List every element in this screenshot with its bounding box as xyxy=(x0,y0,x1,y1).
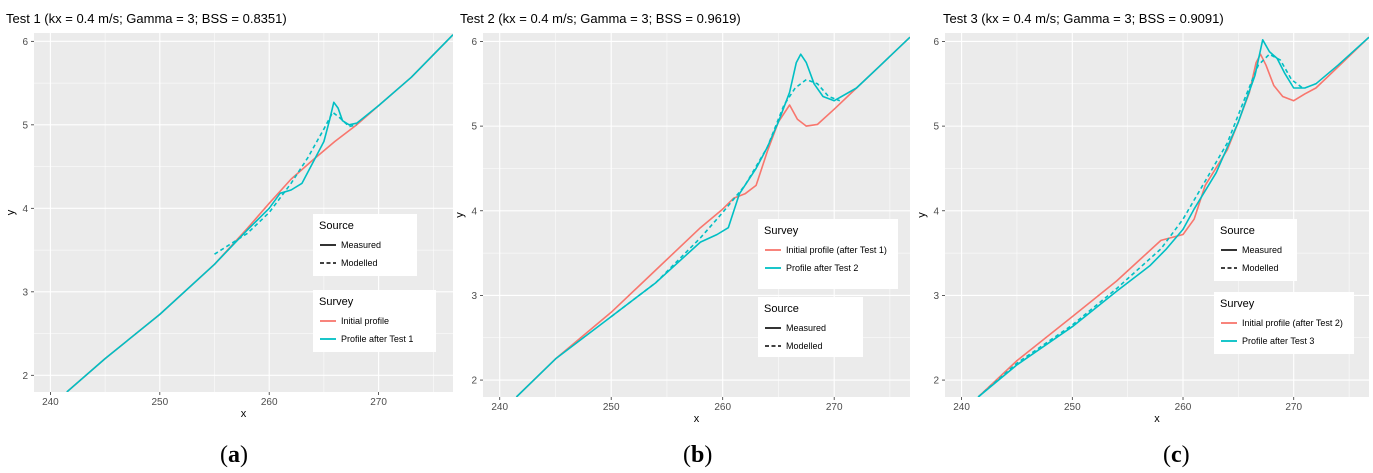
y-tick-label: 2 xyxy=(471,376,477,387)
y-axis-label: y xyxy=(916,212,928,218)
panel-caption: (a) xyxy=(220,442,248,468)
legend-survey-item-after: Profile after Test 1 xyxy=(341,334,413,344)
legend-source: Source Measured Modelled xyxy=(313,214,417,276)
y-tick-label: 3 xyxy=(933,291,939,302)
y-tick-label: 3 xyxy=(22,287,28,298)
legend-source-item-measured: Measured xyxy=(786,323,826,333)
series-line-initial-profile-after-test-1--measured xyxy=(515,36,910,397)
caption-close-paren: ) xyxy=(1182,442,1190,468)
chart-title: Test 3 (kx = 0.4 m/s; Gamma = 3; BSS = 0… xyxy=(943,11,1224,26)
chart-panel-1: Test 1 (kx = 0.4 m/s; Gamma = 3; BSS = 0… xyxy=(5,11,453,468)
x-tick-label: 250 xyxy=(1064,402,1081,413)
caption-open-paren: ( xyxy=(220,442,228,468)
x-tick-label: 250 xyxy=(151,397,168,408)
legend-survey: Survey Initial profile Profile after Test … xyxy=(313,290,436,352)
series-group xyxy=(515,36,910,397)
x-tick-label: 260 xyxy=(714,402,731,413)
x-axis-label: x xyxy=(241,408,247,420)
legend-source-title: Source xyxy=(1220,225,1255,237)
x-axis-label: x xyxy=(694,413,700,425)
series-line-profile-after-test-1-measured xyxy=(66,34,453,392)
x-tick-label: 270 xyxy=(1285,402,1302,413)
x-tick-label: 260 xyxy=(261,397,278,408)
legend-survey-title: Survey xyxy=(1220,298,1255,310)
y-axis-label: y xyxy=(454,212,466,218)
legend-source-item-modelled: Modelled xyxy=(1242,263,1279,273)
chart-panel-2: Test 2 (kx = 0.4 m/s; Gamma = 3; BSS = 0… xyxy=(454,11,910,468)
legend-source-title: Source xyxy=(764,303,799,315)
x-tick-label: 240 xyxy=(953,402,970,413)
legend-survey-item-initial: Initial profile xyxy=(341,316,389,326)
y-tick-label: 4 xyxy=(471,206,477,217)
chart-title: Test 1 (kx = 0.4 m/s; Gamma = 3; BSS = 0… xyxy=(6,11,287,26)
legend-source: Source Measured Modelled xyxy=(1214,219,1297,281)
caption-open-paren: ( xyxy=(1163,442,1171,468)
legend-source-item-modelled: Modelled xyxy=(786,341,823,351)
legend-survey-item-after: Profile after Test 3 xyxy=(1242,336,1314,346)
legend-survey-box xyxy=(1214,292,1354,354)
series-line-profile-after-test-3-modelled xyxy=(977,53,1304,397)
y-tick-label: 4 xyxy=(22,204,28,215)
x-axis-label: x xyxy=(1154,413,1160,425)
y-tick-label: 5 xyxy=(933,122,939,133)
y-tick-label: 5 xyxy=(22,120,28,131)
chart-title: Test 2 (kx = 0.4 m/s; Gamma = 3; BSS = 0… xyxy=(460,11,741,26)
legend-survey-box xyxy=(758,219,898,289)
x-tick-label: 270 xyxy=(370,397,387,408)
caption-close-paren: ) xyxy=(240,442,248,468)
x-tick-label: 240 xyxy=(491,402,508,413)
caption-letter: a xyxy=(228,442,240,468)
y-tick-label: 2 xyxy=(933,376,939,387)
y-tick-label: 4 xyxy=(933,206,939,217)
series-line-profile-after-test-3-measured xyxy=(977,36,1369,397)
caption-close-paren: ) xyxy=(704,442,712,468)
legend-source-item-measured: Measured xyxy=(1242,245,1282,255)
series-line-profile-after-test-1-modelled xyxy=(214,111,357,255)
caption-open-paren: ( xyxy=(683,442,691,468)
caption-letter: c xyxy=(1171,442,1182,468)
legend-source: Source Measured Modelled xyxy=(758,297,863,357)
panel-caption: (b) xyxy=(683,442,712,468)
y-tick-label: 6 xyxy=(22,37,28,48)
y-tick-label: 5 xyxy=(471,122,477,133)
series-group xyxy=(977,36,1369,397)
y-tick-label: 2 xyxy=(22,371,28,382)
x-tick-label: 260 xyxy=(1175,402,1192,413)
caption-letter: b xyxy=(691,442,704,468)
y-tick-label: 6 xyxy=(471,37,477,48)
legend-source-box xyxy=(758,297,863,357)
panel-caption: (c) xyxy=(1163,442,1190,468)
series-line-profile-after-test-2-measured xyxy=(515,36,910,397)
chart-panel-3: Test 3 (kx = 0.4 m/s; Gamma = 3; BSS = 0… xyxy=(916,11,1369,468)
x-tick-label: 250 xyxy=(603,402,620,413)
legend-survey-item-initial: Initial profile (after Test 1) xyxy=(786,245,887,255)
x-tick-label: 240 xyxy=(42,397,59,408)
legend-survey-title: Survey xyxy=(319,296,354,308)
x-tick-label: 270 xyxy=(826,402,843,413)
legend-source-item-measured: Measured xyxy=(341,240,381,250)
y-tick-label: 3 xyxy=(471,291,477,302)
series-line-profile-after-test-2-modelled xyxy=(610,78,841,318)
y-tick-label: 6 xyxy=(933,37,939,48)
legend-source-item-modelled: Modelled xyxy=(341,258,378,268)
legend-survey-title: Survey xyxy=(764,225,799,237)
y-axis-label: y xyxy=(5,209,17,215)
legend-source-title: Source xyxy=(319,220,354,232)
legend-survey-item-initial: Initial profile (after Test 2) xyxy=(1242,318,1343,328)
legend-survey-item-after: Profile after Test 2 xyxy=(786,263,858,273)
legend-survey: Survey Initial profile (after Test 2) Prof… xyxy=(1214,292,1354,354)
series-group xyxy=(66,34,453,392)
legend-survey: Survey Initial profile (after Test 1) Prof… xyxy=(758,219,898,289)
